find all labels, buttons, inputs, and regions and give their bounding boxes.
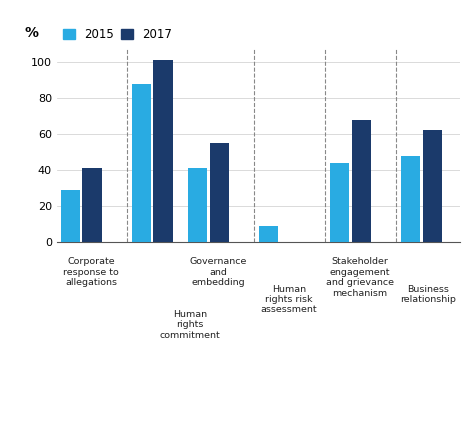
Text: Stakeholder
engagement
and grievance
mechanism: Stakeholder engagement and grievance mec…: [326, 257, 394, 298]
Bar: [188, 168, 208, 242]
Bar: [132, 83, 151, 242]
Bar: [259, 226, 278, 242]
Text: Human
rights risk
assessment: Human rights risk assessment: [261, 285, 318, 314]
Legend: 2015, 2017: 2015, 2017: [63, 28, 172, 41]
Text: Governance
and
embedding: Governance and embedding: [190, 257, 247, 287]
Bar: [210, 143, 229, 242]
Bar: [61, 190, 80, 242]
Text: Human
rights
commitment: Human rights commitment: [160, 310, 220, 340]
Bar: [352, 120, 371, 242]
Text: Corporate
response to
allegations: Corporate response to allegations: [63, 257, 119, 287]
Text: Business
relationship: Business relationship: [400, 285, 456, 304]
Bar: [401, 156, 420, 242]
Text: %: %: [25, 26, 39, 40]
Bar: [82, 168, 102, 242]
Bar: [423, 130, 442, 242]
Bar: [154, 60, 173, 242]
Bar: [330, 163, 349, 242]
